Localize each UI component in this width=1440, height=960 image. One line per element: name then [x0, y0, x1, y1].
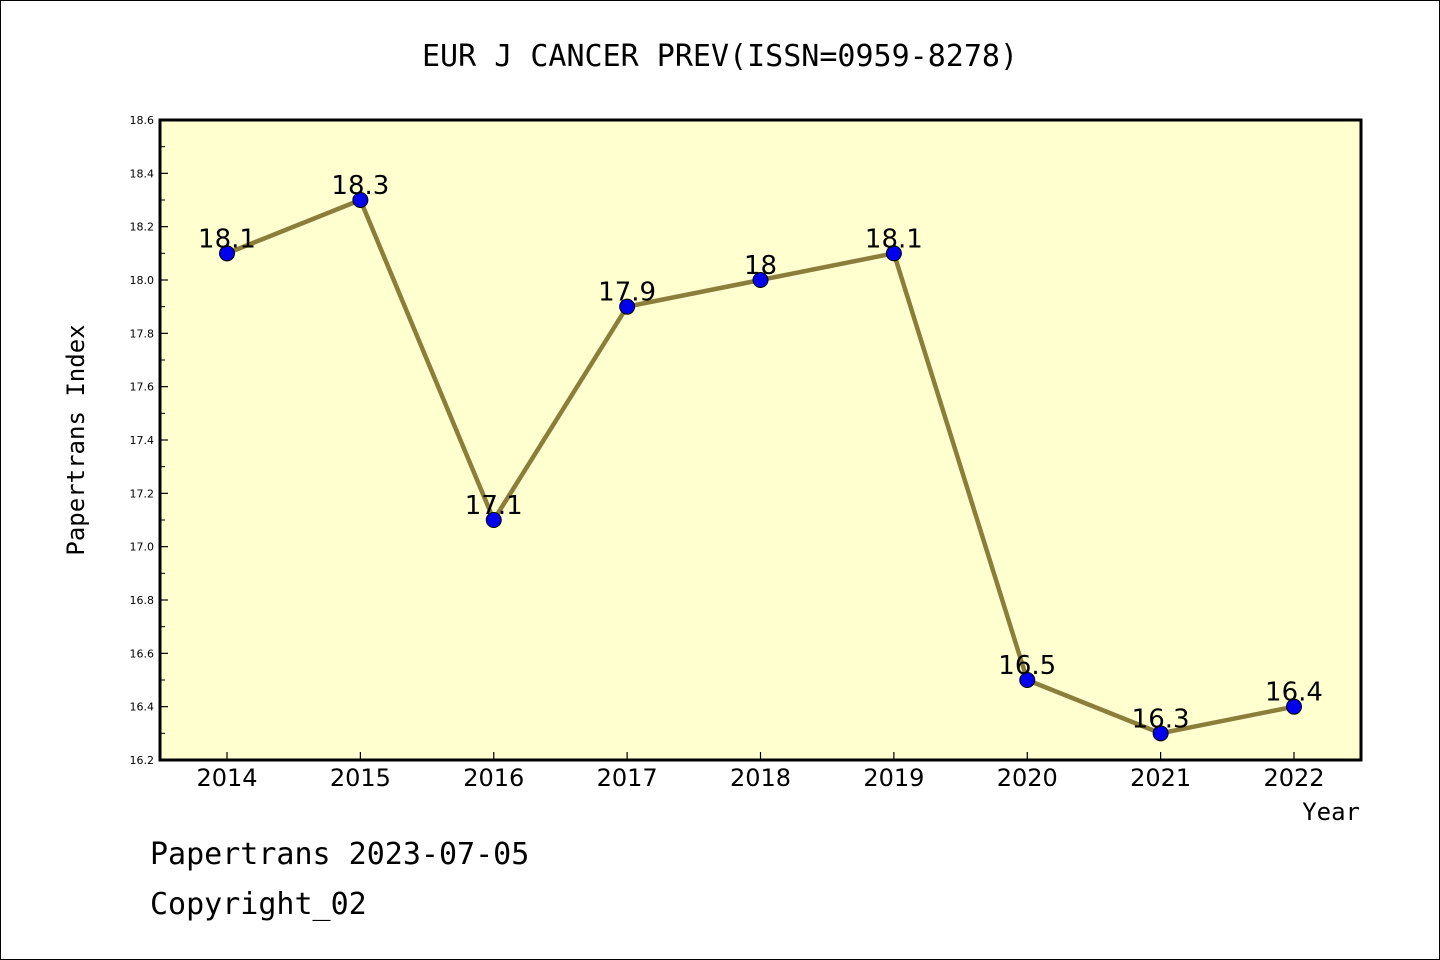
y-axis: 16.2 16.4 16.6 16.8 17.0 17.2 17.4 17.6 17.8 18.0…: [130, 114, 168, 767]
x-tick-label: 2021: [1130, 764, 1191, 792]
y-tick-label: 18.6: [130, 114, 155, 127]
data-label: 18: [744, 251, 777, 281]
data-label: 18.1: [865, 224, 923, 254]
y-tick-label: 16.2: [130, 754, 155, 767]
x-axis: 2014 2015 2016 2017 2018 2019 2020 2021 2022: [196, 752, 1325, 792]
x-tick-label: 2015: [330, 764, 391, 792]
data-label: 17.1: [465, 491, 523, 521]
data-label: 18.3: [331, 171, 389, 201]
y-tick-label: 17.8: [130, 327, 155, 340]
y-tick-label: 18.4: [130, 167, 155, 180]
y-axis-label: Papertrans Index: [62, 324, 90, 555]
plot-area: [158, 118, 1363, 762]
x-axis-label: Year: [1302, 798, 1360, 826]
chart-title: EUR J CANCER PREV(ISSN=0959-8278): [422, 39, 1018, 74]
x-tick-label: 2017: [597, 764, 658, 792]
data-label: 16.5: [998, 651, 1056, 681]
x-tick-label: 2014: [196, 764, 257, 792]
y-tick-label: 17.0: [130, 541, 155, 554]
y-tick-label: 16.4: [130, 701, 155, 714]
data-point: [485, 512, 502, 528]
x-tick-label: 2020: [997, 764, 1058, 792]
data-point: [885, 245, 902, 262]
x-tick-label: 2022: [1263, 764, 1324, 792]
data-label: 17.9: [598, 278, 656, 308]
x-tick-label: 2016: [463, 764, 524, 792]
series-group: 18.1 18.3 17.1 17.9 18 18.1 16.5 16.3 16.4: [198, 171, 1323, 742]
data-point: [1286, 698, 1302, 715]
y-tick-label: 16.6: [130, 647, 155, 660]
data-point: [752, 272, 769, 288]
data-point: [1152, 725, 1169, 742]
y-tick-label: 16.8: [130, 594, 155, 607]
y-tick-label: 17.2: [130, 487, 155, 500]
data-point: [619, 298, 636, 315]
data-label: 16.3: [1132, 704, 1190, 734]
y-tick-label: 17.4: [130, 434, 155, 447]
x-tick-label: 2019: [863, 764, 924, 792]
data-point: [1019, 672, 1036, 688]
x-tick-label: 2018: [730, 764, 791, 792]
y-tick-label: 17.6: [130, 381, 155, 394]
data-label: 18.1: [198, 224, 256, 254]
data-point: [219, 245, 235, 262]
data-label: 16.4: [1265, 678, 1323, 708]
y-tick-label: 18.2: [130, 221, 155, 234]
y-tick-label: 18.0: [130, 274, 155, 287]
footer-copyright: Copyright_02: [150, 887, 367, 922]
footer-date: Papertrans 2023-07-05: [150, 837, 529, 872]
data-point: [352, 192, 369, 208]
